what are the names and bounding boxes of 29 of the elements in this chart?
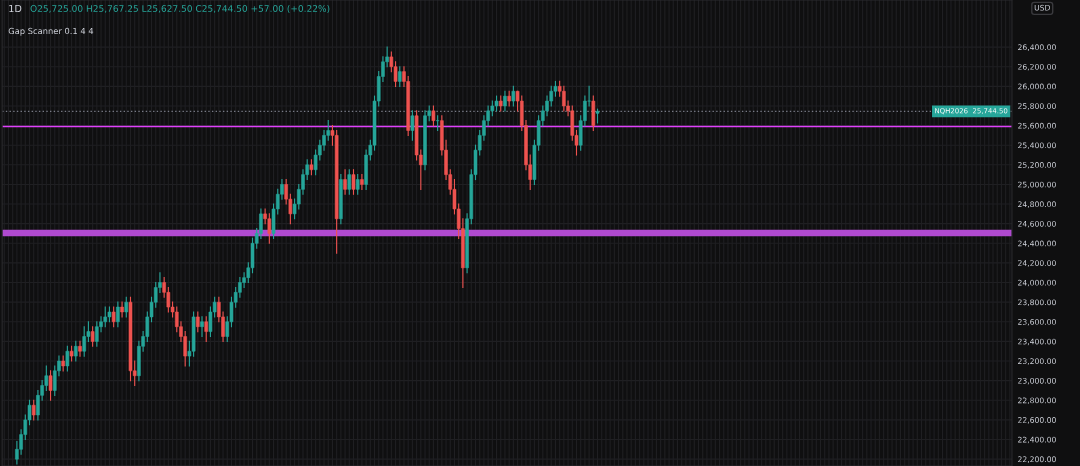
candlestick <box>78 340 82 357</box>
candlestick <box>120 301 124 318</box>
candlestick <box>48 370 53 401</box>
chart-title: 1D <box>9 4 22 12</box>
candlestick <box>343 169 347 195</box>
candlestick <box>200 316 204 338</box>
candlestick <box>82 326 86 357</box>
candlestick <box>116 301 120 328</box>
candlestick <box>545 95 549 117</box>
candlestick <box>124 296 129 318</box>
candlestick <box>511 85 516 107</box>
candlestick <box>347 169 352 195</box>
candlestick <box>204 316 209 342</box>
candlestick <box>360 174 364 190</box>
annotation: Gap Scanner 0.1 4 4 <box>8 27 94 36</box>
candlestick <box>431 105 436 127</box>
candlestick <box>435 115 440 132</box>
candlestick <box>397 66 402 87</box>
candlestick <box>351 169 356 195</box>
candlestick <box>410 110 415 141</box>
chart-subtitle: O25,725.00 H25,767.25 L25,627.50 C25,744.50 +57.00 (+0.22%) <box>30 4 330 13</box>
candlestick <box>196 311 200 333</box>
candlestick <box>90 326 95 347</box>
candlestick <box>65 345 70 372</box>
candlestick <box>355 174 360 195</box>
candlestick <box>503 90 507 112</box>
candlestick <box>111 306 116 328</box>
candlestick <box>74 340 78 362</box>
candlestick <box>31 399 36 421</box>
